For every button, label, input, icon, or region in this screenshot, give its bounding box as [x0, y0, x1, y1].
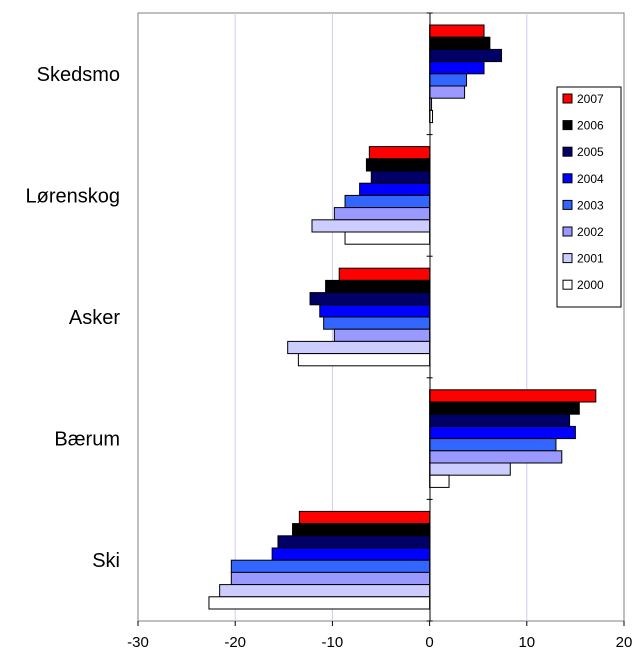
- legend-label: 2004: [577, 172, 604, 186]
- bar-bærum-2007: [429, 389, 597, 403]
- category-label: Asker: [69, 307, 120, 329]
- bar-asker-2003: [323, 316, 431, 330]
- x-tick-label: -30: [127, 634, 149, 651]
- bar-ski-2006: [292, 523, 431, 537]
- bar-bærum-2005: [429, 413, 571, 427]
- bar-ski-2001: [219, 584, 431, 598]
- legend-swatch: [562, 173, 573, 184]
- legend-swatch: [562, 199, 573, 210]
- legend-swatch: [562, 226, 573, 237]
- legend-swatch: [562, 279, 573, 290]
- bar-ski-2005: [277, 535, 431, 549]
- legend-label: 2005: [577, 145, 604, 159]
- x-tick-label: -20: [224, 634, 246, 651]
- bar-lørenskog-2003: [344, 194, 431, 209]
- bar-asker-2004: [319, 304, 431, 318]
- bar-asker-2000: [297, 353, 431, 367]
- bar-skedsmo-2002: [429, 85, 466, 99]
- bar-ski-2003: [230, 559, 431, 573]
- x-tick-label: 10: [518, 634, 535, 651]
- bar-skedsmo-2006: [429, 36, 491, 50]
- bar-skedsmo-2003: [429, 73, 468, 87]
- bar-ski-2000: [208, 596, 431, 610]
- category-label: Skedsmo: [37, 64, 120, 86]
- bar-lørenskog-2001: [311, 219, 431, 233]
- legend-label: 2006: [577, 119, 604, 133]
- legend-label: 2002: [577, 225, 604, 239]
- category-labels: Skedsmo Lørenskog Asker Bærum Ski: [26, 64, 121, 572]
- bar-lørenskog-2007: [368, 146, 431, 160]
- legend-swatch: [562, 253, 573, 264]
- legend-swatch: [562, 146, 573, 157]
- x-tick-label: 20: [616, 634, 633, 651]
- legend-label: 2007: [577, 92, 604, 106]
- bar-ski-2002: [230, 571, 431, 586]
- legend: 2007 2006 2005 2004 2003 2002 2001 2000: [556, 86, 622, 308]
- bar-lørenskog-2004: [359, 182, 431, 196]
- x-axis-ticks: -30 -20 -10 0 10 20: [127, 621, 632, 651]
- bar-bærum-2006: [429, 401, 580, 415]
- category-label: Bærum: [54, 429, 120, 451]
- legend-label: 2001: [577, 252, 604, 266]
- bar-ski-2007: [298, 510, 431, 525]
- bar-ski-2004: [271, 547, 431, 561]
- legend-swatch: [562, 120, 573, 131]
- bar-bærum-2003: [429, 438, 557, 452]
- bar-skedsmo-2007: [429, 24, 485, 38]
- category-ticks: [426, 12, 433, 622]
- bar-asker-2002: [333, 328, 431, 342]
- bar-asker-2001: [287, 340, 431, 355]
- bar-skedsmo-2005: [429, 48, 503, 63]
- bar-bærum-2000: [429, 474, 450, 488]
- bar-lørenskog-2002: [333, 207, 431, 221]
- bar-bærum-2004: [429, 425, 576, 440]
- bar-asker-2007: [338, 267, 431, 281]
- bar-bærum-2002: [429, 450, 563, 464]
- category-label: Ski: [92, 550, 120, 572]
- legend-label: 2003: [577, 198, 604, 212]
- bar-lørenskog-2006: [365, 158, 431, 172]
- bar-lørenskog-2000: [344, 231, 431, 245]
- x-tick-label: 0: [425, 634, 433, 651]
- bar-asker-2006: [325, 279, 431, 294]
- x-tick-label: -10: [322, 634, 344, 651]
- bar-bærum-2001: [429, 462, 511, 476]
- bar-skedsmo-2004: [429, 61, 485, 75]
- legend-label: 2000: [577, 278, 604, 292]
- bar-lørenskog-2005: [370, 170, 431, 184]
- bar-asker-2005: [309, 292, 431, 306]
- category-label: Lørenskog: [26, 185, 121, 207]
- legend-swatch: [562, 93, 573, 104]
- bars: [208, 24, 597, 610]
